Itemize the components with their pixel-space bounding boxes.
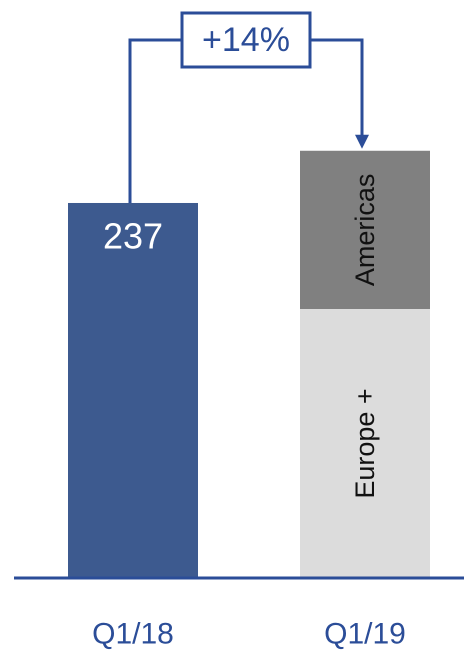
segment-labels-group: 237 Europe + Americas — [103, 174, 380, 499]
data-label-q1-18: 237 — [103, 215, 163, 256]
x-tick-labels: Q1/18 Q1/19 — [92, 618, 406, 651]
growth-arrowhead — [355, 134, 369, 149]
bar-q1-19-europe — [300, 309, 430, 578]
growth-annotation: +14% — [128, 11, 369, 203]
bar-q1-18-total — [68, 202, 198, 578]
growth-label: +14% — [202, 21, 290, 59]
x-tick-label: Q1/19 — [324, 618, 406, 651]
growth-box — [180, 11, 312, 69]
segment-label-europe: Europe + — [350, 388, 380, 498]
x-tick-label: Q1/18 — [92, 618, 174, 651]
segment-label-americas: Americas — [350, 174, 380, 287]
bar-q1-19-americas — [300, 150, 430, 309]
bars-group — [68, 150, 430, 578]
